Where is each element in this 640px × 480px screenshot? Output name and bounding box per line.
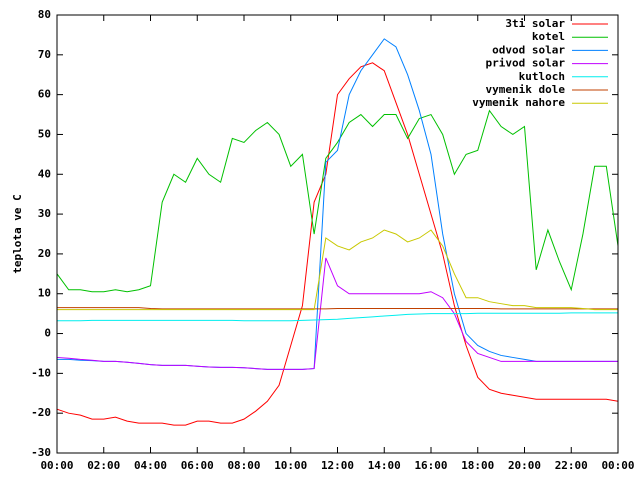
legend-label: odvod solar — [492, 43, 565, 56]
series-line — [56, 109, 619, 293]
y-tick-label: 70 — [38, 48, 51, 61]
x-tick-label: 00:00 — [40, 459, 73, 472]
legend-label: 3ti solar — [505, 17, 565, 30]
y-axis-label: teplota ve C — [11, 194, 24, 273]
y-tick-label: -10 — [31, 366, 51, 379]
series-line — [57, 229, 618, 311]
y-tick-label: 0 — [44, 327, 51, 340]
x-tick-label: 12:00 — [321, 459, 354, 472]
y-tick-label: 20 — [38, 247, 51, 260]
x-tick-label: 00:00 — [601, 459, 634, 472]
y-tick-label: -20 — [31, 406, 51, 419]
y-tick-label: 50 — [38, 127, 51, 140]
series-line — [56, 62, 619, 426]
y-tick-label: 40 — [38, 167, 51, 180]
x-tick-label: 16:00 — [414, 459, 447, 472]
legend-label: kutloch — [519, 70, 565, 83]
y-tick-label: 10 — [38, 287, 51, 300]
x-tick-label: 06:00 — [181, 459, 214, 472]
x-tick-label: 18:00 — [461, 459, 494, 472]
y-tick-label: 60 — [38, 88, 51, 101]
plot-border — [56, 14, 619, 454]
legend-label: vymenik dole — [486, 83, 566, 96]
x-tick-label: 04:00 — [134, 459, 167, 472]
legend-label: kotel — [532, 30, 565, 43]
y-tick-label: 30 — [38, 207, 51, 220]
series-line — [56, 257, 618, 370]
series-line — [57, 312, 618, 322]
x-tick-label: 10:00 — [274, 459, 307, 472]
legend-label: vymenik nahore — [472, 96, 565, 109]
x-tick-label: 20:00 — [508, 459, 541, 472]
x-tick-label: 02:00 — [87, 459, 120, 472]
series-line — [57, 307, 618, 310]
x-tick-label: 08:00 — [227, 459, 260, 472]
y-tick-label: 80 — [38, 8, 51, 21]
legend-label: privod solar — [486, 57, 566, 70]
x-tick-label: 14:00 — [368, 459, 401, 472]
y-tick-label: -30 — [31, 446, 51, 459]
x-tick-label: 22:00 — [555, 459, 588, 472]
